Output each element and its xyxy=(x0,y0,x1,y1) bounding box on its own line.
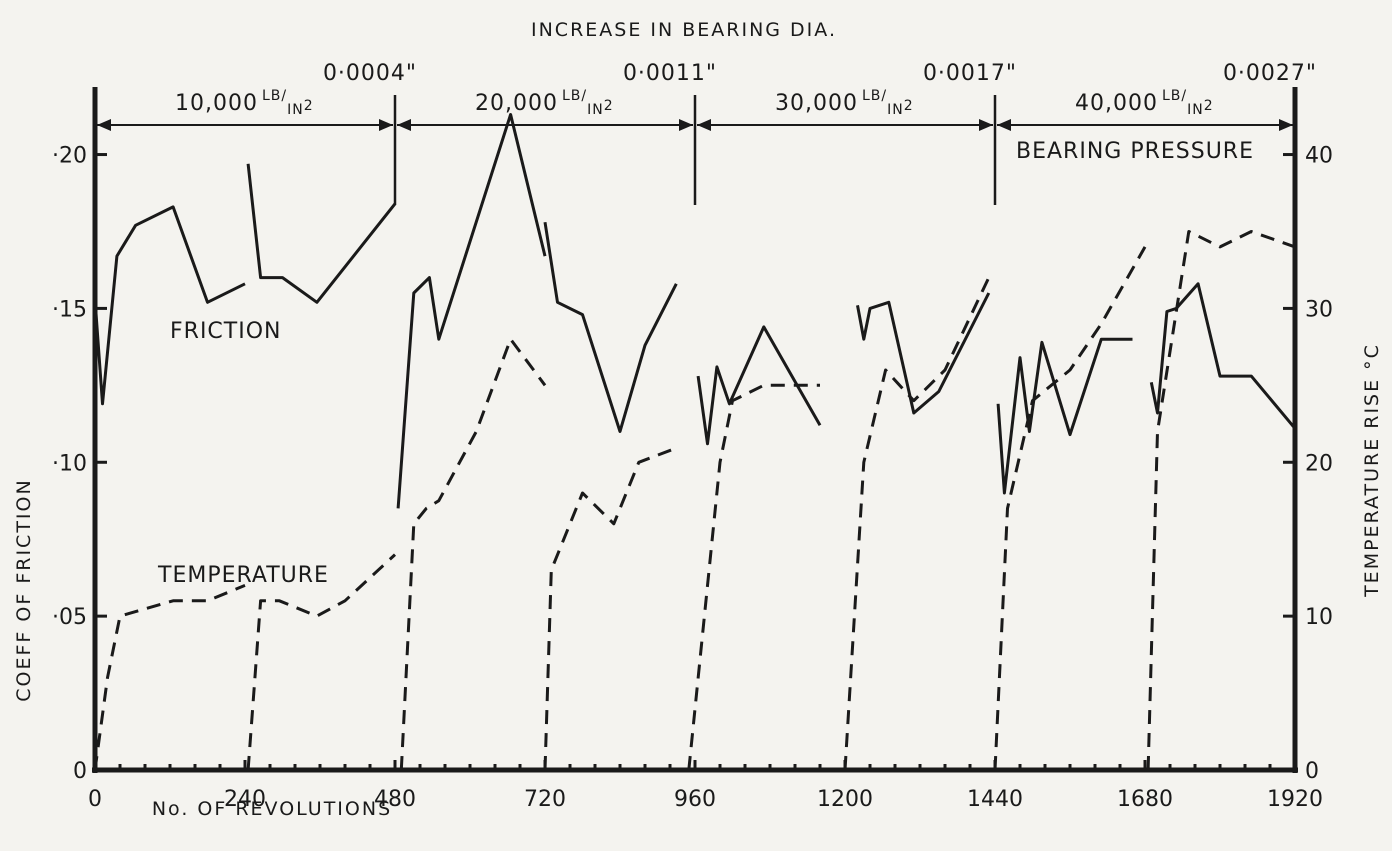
temperature-series-segment xyxy=(843,276,991,771)
diameter-label: 0·0011" xyxy=(623,61,717,86)
diameter-label: 0·0017" xyxy=(923,61,1017,86)
band-arrow-head-left xyxy=(397,119,411,131)
y-left-tick-label: 0 xyxy=(73,759,87,784)
y-axis-left-label: COEFF OF FRICTION xyxy=(13,478,35,701)
friction-series-segment xyxy=(396,113,547,509)
friction-series-segment xyxy=(1149,282,1297,430)
band-arrow-head-right xyxy=(1279,119,1293,131)
band-arrow-head-left xyxy=(697,119,711,131)
x-tick-label: 0 xyxy=(88,787,102,812)
temperature-series-segment xyxy=(687,383,820,771)
diameter-label: 0·0004" xyxy=(323,61,417,86)
friction-series-segment xyxy=(696,325,822,446)
x-tick-label: 1920 xyxy=(1267,787,1323,812)
band-label: 30,000 LB/IN2 xyxy=(775,88,914,118)
temperature-series-segment xyxy=(543,445,680,771)
y-left-tick-label: ·05 xyxy=(52,605,87,630)
x-tick-label: 720 xyxy=(524,787,566,812)
y-right-tick-label: 40 xyxy=(1305,144,1333,169)
x-tick-label: 1200 xyxy=(817,787,873,812)
x-axis-label: No. OF REVOLUTIONS xyxy=(152,798,392,820)
temperature-series-segment xyxy=(993,246,1147,771)
temperature-series-segment xyxy=(246,553,397,771)
y-axis-right-label: TEMPERATURE RISE °C xyxy=(1361,343,1383,598)
x-tick-label: 480 xyxy=(374,787,416,812)
x-tick-label: 240 xyxy=(224,787,266,812)
x-tick-label: 960 xyxy=(674,787,716,812)
band-label: 40,000 LB/IN2 xyxy=(1075,88,1214,118)
temperature-series-segment xyxy=(1146,230,1296,771)
y-right-tick-label: 30 xyxy=(1305,297,1333,322)
axes: 0 240 480 720 960 1200 1440 1680 1920 0 ·05 ·10 ·15 ·… xyxy=(52,61,1333,812)
friction-series-segment xyxy=(246,163,397,304)
friction-series-segment xyxy=(856,292,991,415)
x-tick-label: 1440 xyxy=(967,787,1023,812)
friction-series-label: FRICTION xyxy=(170,319,282,344)
band-arrow-head-right xyxy=(679,119,693,131)
y-right-tick-label: 10 xyxy=(1305,605,1333,630)
y-left-tick-label: ·10 xyxy=(52,451,87,476)
band-label: 10,000 LB/IN2 xyxy=(175,88,314,118)
y-left-tick-label: ·15 xyxy=(52,297,87,322)
band-arrow-head-left xyxy=(997,119,1011,131)
temperature-series-segment xyxy=(93,584,246,771)
band-label: 20,000 LB/IN2 xyxy=(475,88,614,118)
y-left-tick-label: ·20 xyxy=(52,144,87,169)
band-arrow-head-left xyxy=(97,119,111,131)
band-arrow-head-right xyxy=(379,119,393,131)
friction-series-segment xyxy=(93,205,246,406)
bearing-pressure-label: BEARING PRESSURE xyxy=(1016,139,1254,164)
chart-title: INCREASE IN BEARING DIA. xyxy=(531,19,837,41)
x-tick-label: 1680 xyxy=(1117,787,1173,812)
friction-series-segment xyxy=(543,221,678,433)
temperature-series-label: TEMPERATURE xyxy=(157,563,329,588)
diameter-label: 0·0027" xyxy=(1223,61,1317,86)
plot-area: FRICTION TEMPERATURE xyxy=(93,113,1297,771)
y-right-tick-label: 20 xyxy=(1305,451,1333,476)
temperature-series-segment xyxy=(399,337,547,771)
y-right-tick-label: 0 xyxy=(1305,759,1319,784)
friction-series-segment xyxy=(996,337,1133,495)
band-arrow-head-right xyxy=(979,119,993,131)
